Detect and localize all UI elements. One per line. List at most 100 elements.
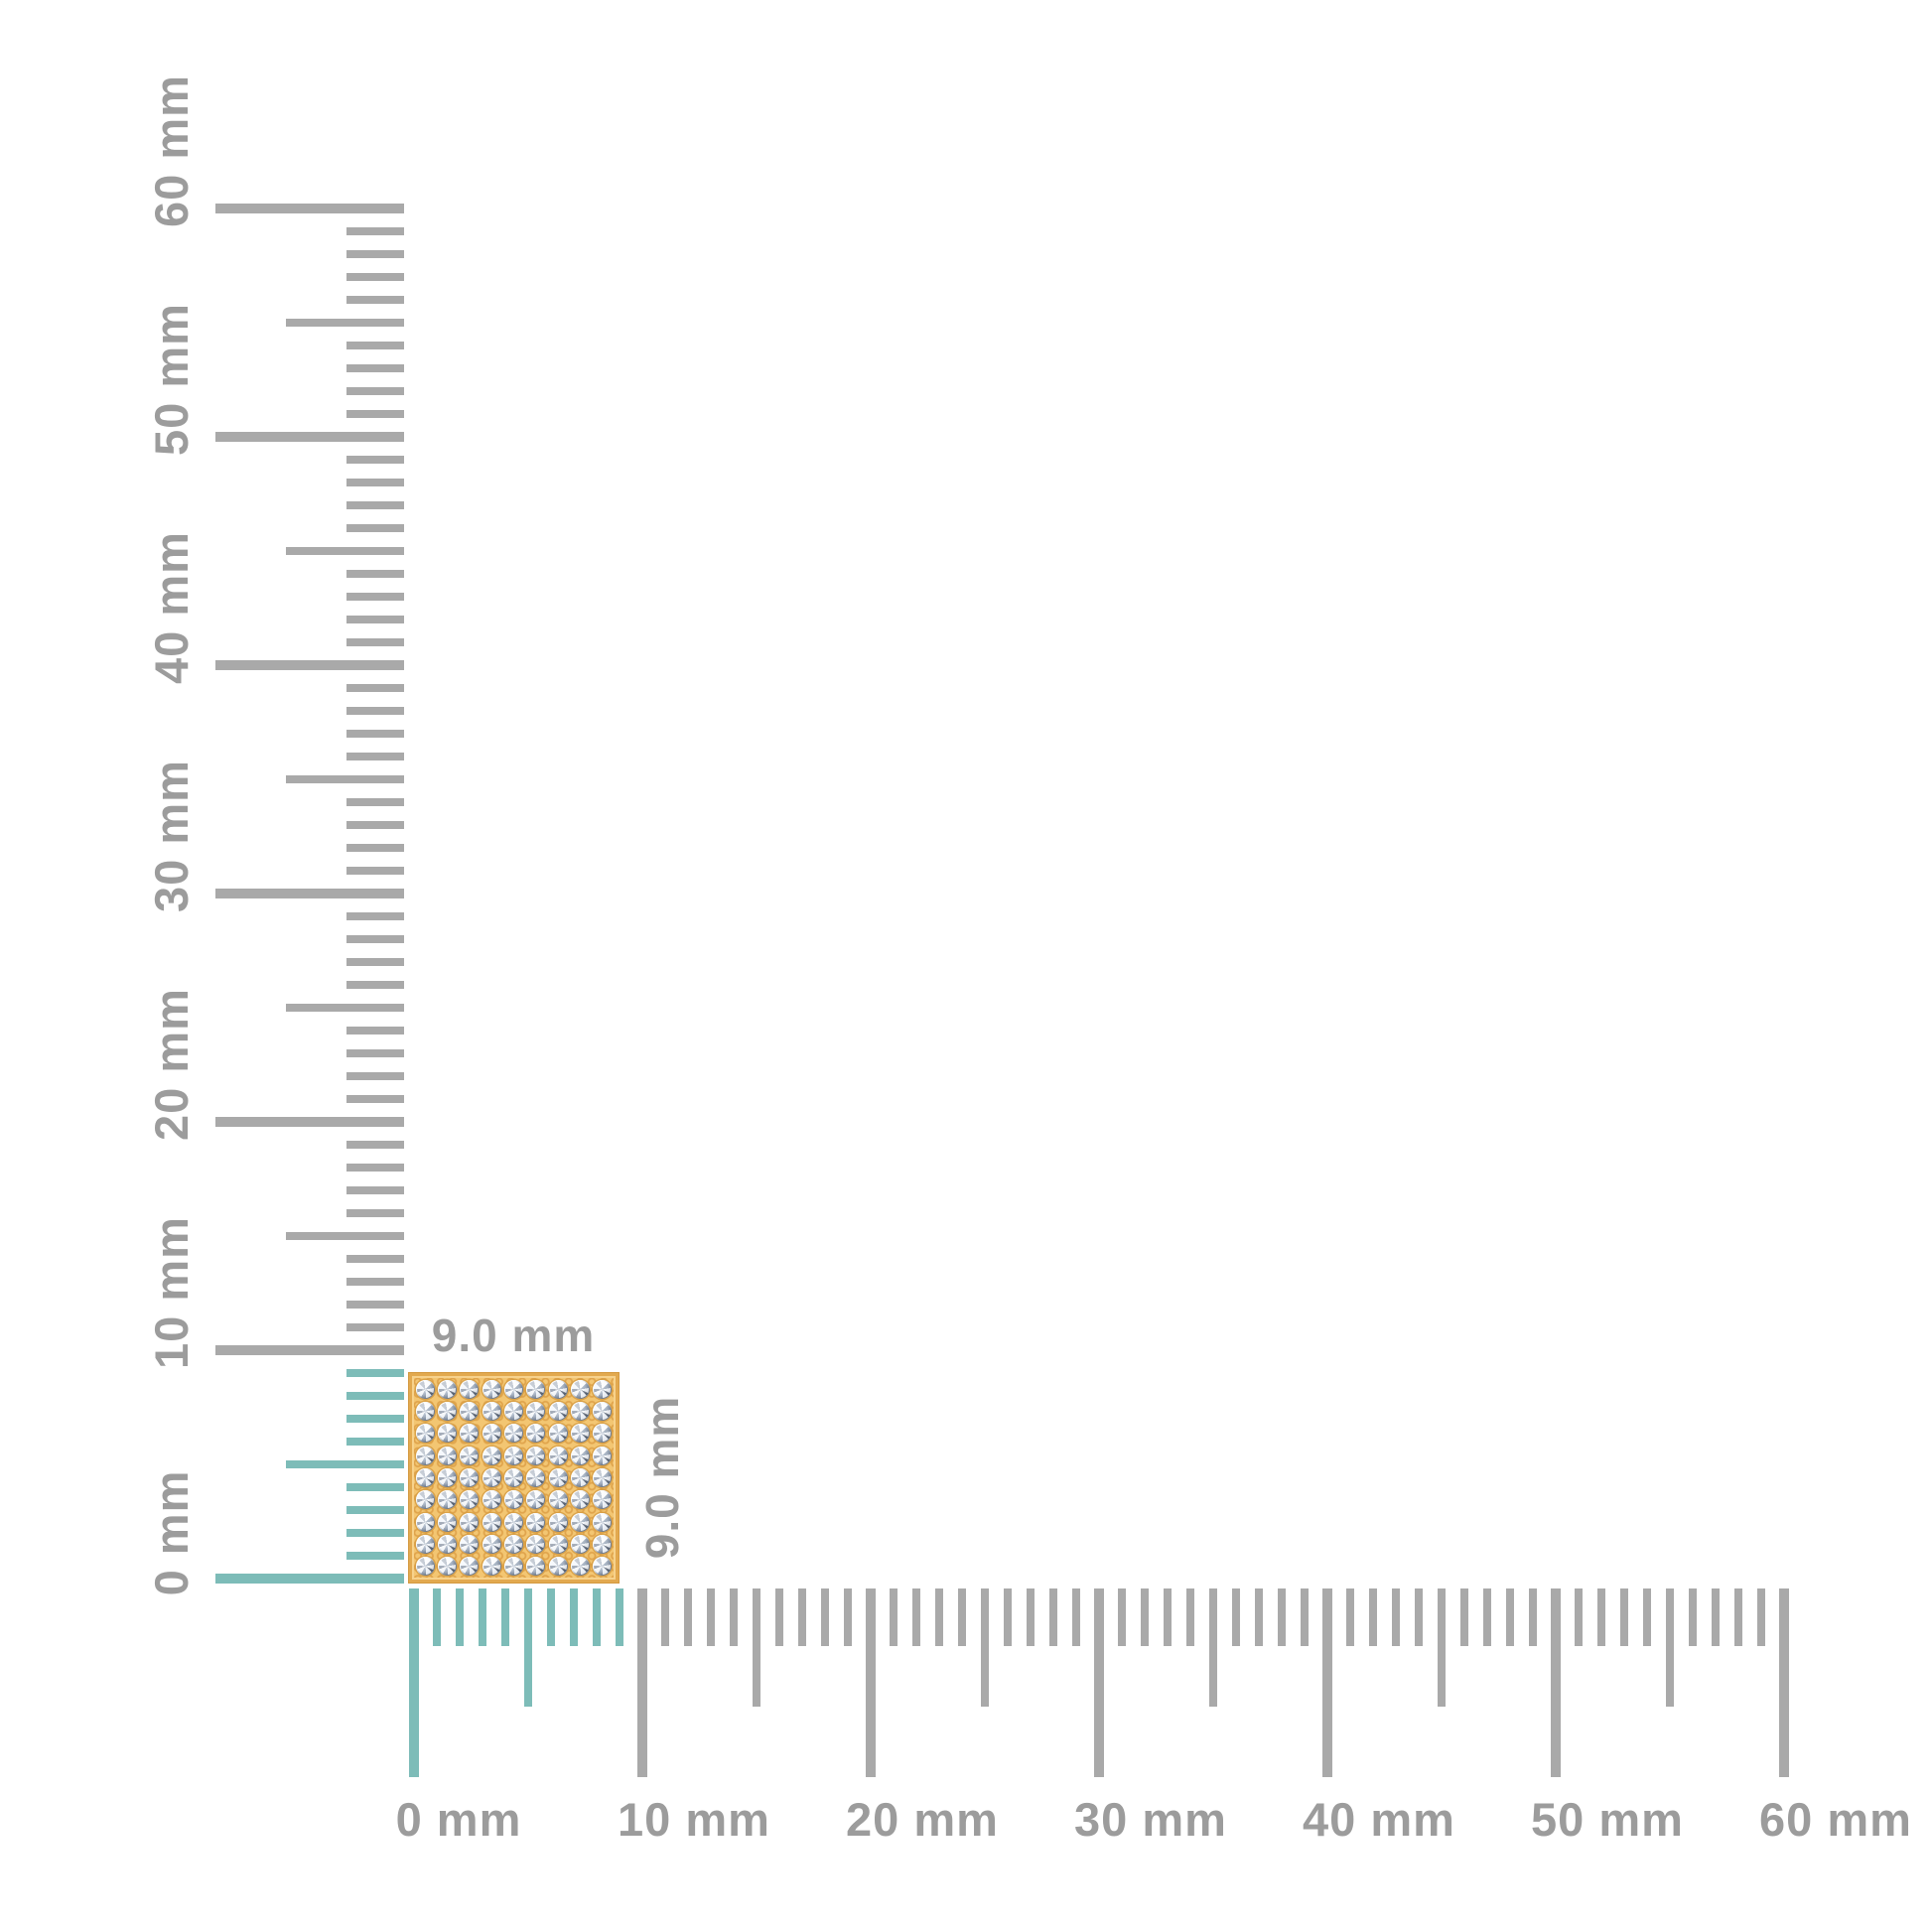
v-tick-26mm bbox=[346, 981, 404, 989]
h-tick-31mm bbox=[1118, 1588, 1126, 1646]
diamond-stone bbox=[526, 1446, 546, 1465]
h-tick-28mm bbox=[1049, 1588, 1057, 1646]
h-tick-44mm bbox=[1415, 1588, 1423, 1646]
v-tick-14mm bbox=[346, 1255, 404, 1263]
h-tick-23mm bbox=[935, 1588, 943, 1646]
v-tick-53mm bbox=[346, 364, 404, 372]
diamond-stone bbox=[570, 1557, 590, 1577]
diamond-stone bbox=[548, 1424, 568, 1444]
h-tick-32mm bbox=[1141, 1588, 1149, 1646]
diamond-stone bbox=[548, 1557, 568, 1577]
h-tick-37mm bbox=[1255, 1588, 1263, 1646]
diamond-stone bbox=[460, 1401, 480, 1421]
v-tick-44mm bbox=[346, 570, 404, 578]
item-width-label: 9.0 mm bbox=[431, 1310, 596, 1361]
h-tick-27mm bbox=[1027, 1588, 1035, 1646]
v-tick-24mm bbox=[346, 1027, 404, 1035]
h-tick-39mm bbox=[1301, 1588, 1309, 1646]
diamond-stone bbox=[526, 1512, 546, 1532]
h-ruler-label-0mm: 0 mm bbox=[395, 1792, 522, 1846]
h-tick-17mm bbox=[798, 1588, 806, 1646]
v-ruler-label-50mm: 50 mm bbox=[144, 303, 198, 456]
v-tick-36mm bbox=[346, 753, 404, 760]
h-tick-33mm bbox=[1164, 1588, 1172, 1646]
diamond-stone bbox=[415, 1424, 435, 1444]
diamond-stone bbox=[526, 1467, 546, 1487]
v-tick-51mm bbox=[346, 410, 404, 418]
v-ruler-label-60mm: 60 mm bbox=[144, 74, 198, 227]
h-tick-48mm bbox=[1506, 1588, 1514, 1646]
diamond-stone bbox=[460, 1557, 480, 1577]
v-tick-57mm bbox=[346, 273, 404, 281]
diamond-stone bbox=[482, 1424, 501, 1444]
h-tick-2mm bbox=[456, 1588, 464, 1646]
h-tick-35mm bbox=[1209, 1588, 1217, 1707]
v-tick-25mm bbox=[286, 1004, 404, 1012]
diamond-stone bbox=[415, 1446, 435, 1465]
h-tick-51mm bbox=[1575, 1588, 1583, 1646]
h-tick-50mm bbox=[1551, 1588, 1561, 1777]
h-tick-5mm bbox=[524, 1588, 532, 1707]
v-tick-47mm bbox=[346, 501, 404, 509]
diamond-stone bbox=[570, 1512, 590, 1532]
v-tick-58mm bbox=[346, 250, 404, 258]
h-tick-42mm bbox=[1369, 1588, 1377, 1646]
diamond-stone bbox=[437, 1557, 457, 1577]
diamond-stone bbox=[437, 1490, 457, 1510]
h-tick-25mm bbox=[981, 1588, 989, 1707]
h-tick-20mm bbox=[866, 1588, 876, 1777]
v-tick-9mm bbox=[346, 1369, 404, 1377]
h-tick-40mm bbox=[1322, 1588, 1332, 1777]
h-ruler-label-10mm: 10 mm bbox=[618, 1792, 770, 1846]
h-tick-29mm bbox=[1072, 1588, 1080, 1646]
diamond-stone bbox=[437, 1379, 457, 1399]
diamond-stone bbox=[415, 1467, 435, 1487]
v-ruler-label-30mm: 30 mm bbox=[144, 759, 198, 912]
v-tick-12mm bbox=[346, 1301, 404, 1309]
h-tick-22mm bbox=[912, 1588, 920, 1646]
h-tick-46mm bbox=[1460, 1588, 1468, 1646]
diamond-stone bbox=[548, 1446, 568, 1465]
diamond-stone bbox=[482, 1379, 501, 1399]
v-tick-56mm bbox=[346, 296, 404, 304]
h-tick-9mm bbox=[616, 1588, 623, 1646]
diamond-stone bbox=[593, 1557, 613, 1577]
h-tick-59mm bbox=[1757, 1588, 1765, 1646]
h-tick-18mm bbox=[821, 1588, 829, 1646]
v-tick-17mm bbox=[346, 1186, 404, 1194]
diamond-stone bbox=[593, 1446, 613, 1465]
diamond-stone bbox=[460, 1446, 480, 1465]
diamond-stone bbox=[437, 1446, 457, 1465]
v-tick-2mm bbox=[346, 1529, 404, 1537]
item-height-label: 9.0 mm bbox=[636, 1395, 688, 1560]
diamond-stone bbox=[415, 1557, 435, 1577]
v-tick-41mm bbox=[346, 638, 404, 646]
diamond-stone bbox=[503, 1446, 523, 1465]
v-tick-8mm bbox=[346, 1392, 404, 1400]
diamond-stone bbox=[460, 1512, 480, 1532]
v-ruler-label-20mm: 20 mm bbox=[144, 988, 198, 1141]
v-tick-29mm bbox=[346, 912, 404, 920]
diamond-stone bbox=[570, 1379, 590, 1399]
diamond-stone bbox=[503, 1424, 523, 1444]
diamond-stone bbox=[570, 1490, 590, 1510]
h-tick-19mm bbox=[844, 1588, 852, 1646]
v-tick-20mm bbox=[215, 1117, 404, 1127]
h-tick-26mm bbox=[1004, 1588, 1012, 1646]
diamond-stone bbox=[482, 1557, 501, 1577]
h-tick-6mm bbox=[547, 1588, 555, 1646]
h-tick-60mm bbox=[1779, 1588, 1789, 1777]
h-tick-15mm bbox=[753, 1588, 760, 1707]
h-tick-21mm bbox=[890, 1588, 897, 1646]
h-tick-58mm bbox=[1734, 1588, 1742, 1646]
v-tick-59mm bbox=[346, 227, 404, 235]
diamond-stone bbox=[503, 1401, 523, 1421]
v-tick-50mm bbox=[215, 432, 404, 442]
v-tick-31mm bbox=[346, 867, 404, 875]
v-tick-40mm bbox=[215, 660, 404, 670]
diamond-stone bbox=[460, 1467, 480, 1487]
v-tick-15mm bbox=[286, 1232, 404, 1240]
diamond-stone bbox=[548, 1534, 568, 1554]
h-tick-7mm bbox=[570, 1588, 578, 1646]
h-tick-14mm bbox=[730, 1588, 738, 1646]
